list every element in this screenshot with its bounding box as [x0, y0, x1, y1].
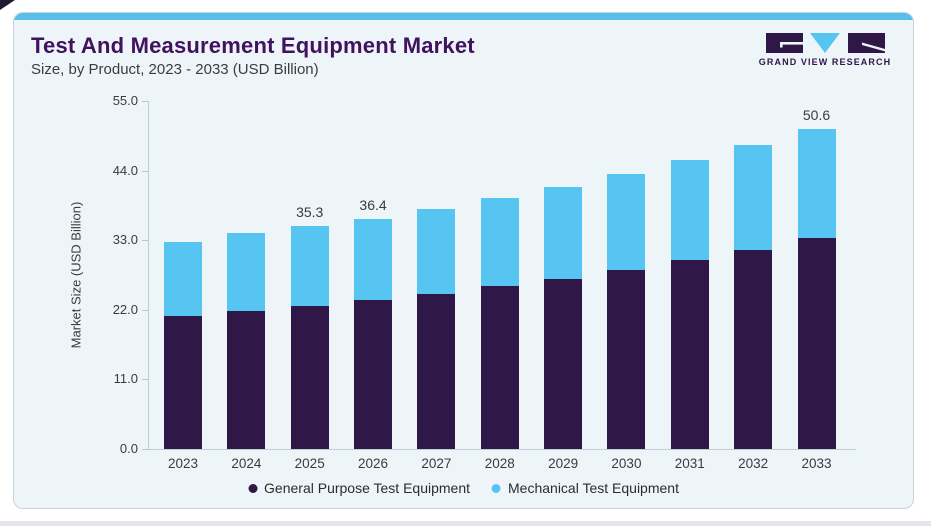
y-tick-mark — [142, 101, 148, 102]
page-bottom-edge — [0, 521, 931, 526]
x-axis-label-2024: 2024 — [231, 456, 262, 471]
legend-label: General Purpose Test Equipment — [264, 480, 471, 496]
legend-label: Mechanical Test Equipment — [508, 480, 679, 496]
bar-segment-mechanical-2027 — [417, 209, 456, 294]
legend-dot-icon — [492, 483, 502, 493]
bar-segment-general-purpose-2028 — [480, 286, 519, 449]
bar-segment-mechanical-2024 — [227, 233, 266, 312]
y-tick-mark — [142, 379, 148, 381]
legend-item-general-purpose: General Purpose Test Equipment — [248, 480, 470, 496]
chart-subtitle: Size, by Product, 2023 - 2033 (USD Billi… — [31, 61, 319, 78]
y-tick-mark — [142, 170, 148, 172]
bar-segment-general-purpose-2023 — [164, 316, 202, 449]
chart-card: Test And Measurement Equipment Market Si… — [13, 12, 914, 509]
bar-segment-general-purpose-2033 — [797, 237, 836, 449]
gvr-logo-icon — [765, 33, 885, 53]
bar-segment-mechanical-2029 — [544, 187, 583, 279]
bar-segment-mechanical-2023 — [164, 242, 202, 317]
logo-text: GRAND VIEW RESEARCH — [758, 57, 892, 67]
corner-artifact — [0, 0, 15, 10]
y-tick-label: 11.0 — [113, 371, 138, 387]
bar-segment-general-purpose-2026 — [354, 300, 393, 449]
bar-segment-general-purpose-2025 — [290, 306, 329, 449]
bar-segment-mechanical-2025 — [290, 225, 329, 306]
bar-segment-mechanical-2031 — [670, 160, 709, 260]
total-value-label-2033: 50.6 — [802, 106, 831, 123]
x-axis-label-2026: 2026 — [358, 456, 389, 471]
bar-segment-general-purpose-2027 — [417, 293, 456, 449]
bar-segment-mechanical-2032 — [734, 145, 773, 250]
bar-segment-general-purpose-2032 — [734, 249, 773, 449]
legend: General Purpose Test Equipment Mechanical… — [248, 480, 679, 496]
bar-segment-mechanical-2026 — [354, 218, 393, 301]
total-value-label-2025: 35.3 — [296, 203, 324, 220]
logo-v-triangle — [809, 33, 840, 53]
bar-segment-general-purpose-2024 — [227, 311, 266, 449]
legend-dot-icon — [248, 483, 258, 493]
total-value-label-2026: 36.4 — [359, 196, 387, 213]
bar-segment-mechanical-2030 — [607, 173, 646, 270]
y-tick-label: 55.0 — [112, 93, 138, 108]
y-tick-label: 44.0 — [112, 162, 138, 178]
y-tick-label: 22.0 — [112, 301, 138, 317]
bar-segment-mechanical-2028 — [480, 198, 519, 287]
bar-segment-general-purpose-2031 — [670, 259, 709, 449]
x-axis-label-2028: 2028 — [484, 456, 515, 471]
y-tick-mark — [142, 309, 148, 311]
x-axis-label-2029: 2029 — [548, 456, 579, 471]
x-axis-label-2025: 2025 — [294, 456, 325, 471]
legend-item-mechanical: Mechanical Test Equipment — [492, 480, 679, 496]
y-axis-line — [148, 101, 149, 449]
card-top-strip — [14, 13, 913, 20]
chart-title: Test And Measurement Equipment Market — [31, 33, 475, 58]
x-axis-label-2031: 2031 — [674, 456, 705, 471]
y-tick-mark — [142, 449, 148, 450]
y-tick-mark — [142, 240, 148, 242]
y-tick-label: 33.0 — [112, 232, 138, 248]
x-axis-label-2027: 2027 — [421, 456, 452, 471]
x-axis-line — [148, 449, 856, 450]
bar-segment-general-purpose-2030 — [607, 269, 646, 449]
x-axis-label-2032: 2032 — [738, 456, 769, 471]
bar-segment-general-purpose-2029 — [544, 278, 583, 449]
y-axis-title: Market Size (USD Billion) — [68, 201, 84, 349]
grand-view-research-logo: GRAND VIEW RESEARCH — [759, 33, 890, 67]
y-tick-label: 0.0 — [119, 441, 138, 456]
logo-r-block — [847, 33, 885, 53]
x-axis-label-2033: 2033 — [801, 456, 832, 471]
x-axis-label-2023: 2023 — [167, 456, 199, 471]
x-axis-label-2030: 2030 — [611, 456, 642, 471]
bar-segment-mechanical-2033 — [797, 128, 836, 238]
